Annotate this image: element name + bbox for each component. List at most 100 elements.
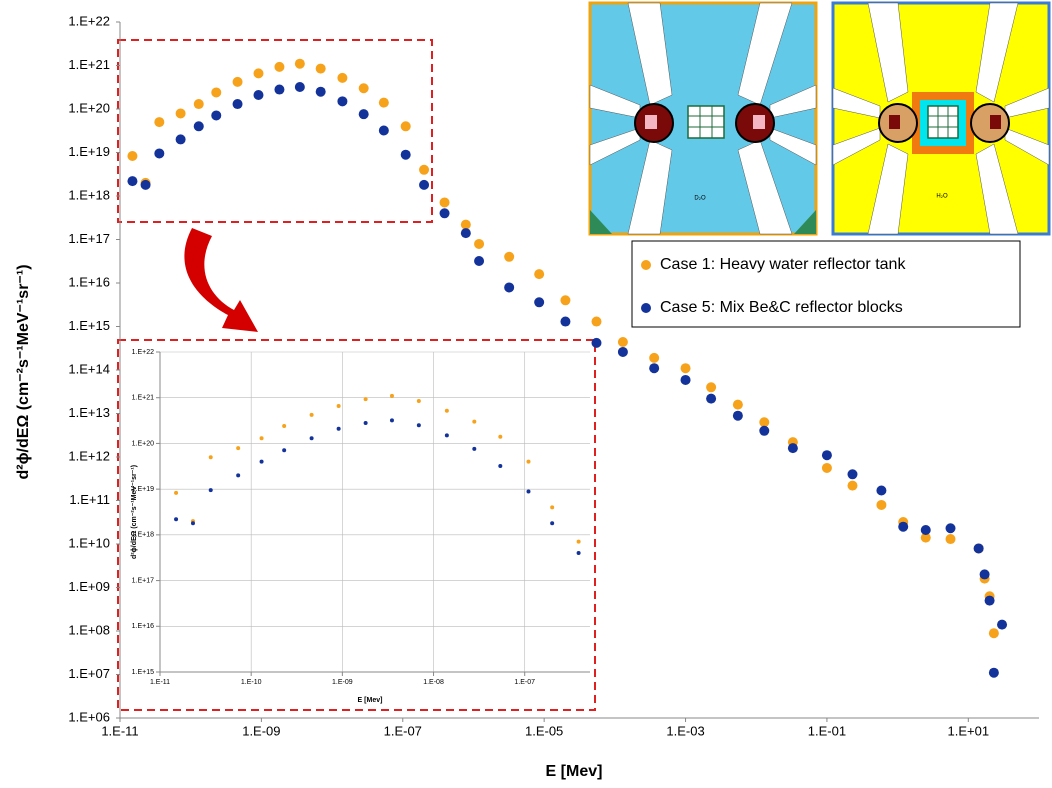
inset-y-tick-label: 1.E+18 [132, 532, 154, 539]
point [946, 523, 956, 533]
point [337, 404, 341, 408]
point [282, 448, 286, 452]
legend-label: Case 5: Mix Be&C reflector blocks [660, 299, 903, 316]
point [253, 68, 263, 78]
point [176, 134, 186, 144]
point [419, 165, 429, 175]
point [316, 64, 326, 74]
point [591, 338, 601, 348]
point [379, 126, 389, 136]
point [194, 99, 204, 109]
point [921, 525, 931, 535]
point [577, 551, 581, 555]
point [681, 363, 691, 373]
point [174, 517, 178, 521]
point [282, 424, 286, 428]
y-tick-label: 1.E+16 [68, 274, 110, 289]
inset-y-tick-label: 1.E+20 [132, 440, 154, 447]
point [498, 464, 502, 468]
legend-marker [641, 303, 651, 313]
y-tick-label: 1.E+09 [68, 579, 110, 594]
zoom-arrow [184, 228, 258, 332]
point [759, 417, 769, 427]
point [337, 427, 341, 431]
point [260, 460, 264, 464]
point [295, 82, 305, 92]
diagram-label: H₂O [936, 194, 948, 200]
point [359, 83, 369, 93]
point [876, 485, 886, 495]
point [526, 489, 530, 493]
point [359, 109, 369, 119]
point [364, 421, 368, 425]
point [560, 295, 570, 305]
point [898, 522, 908, 532]
point [236, 446, 240, 450]
point [127, 151, 137, 161]
point [233, 99, 243, 109]
y-tick-label: 1.E+12 [68, 448, 110, 463]
point [876, 500, 886, 510]
point [274, 62, 284, 72]
y-tick-label: 1.E+17 [68, 231, 110, 246]
point [472, 447, 476, 451]
point [577, 540, 581, 544]
point [472, 420, 476, 424]
point [461, 228, 471, 238]
point [310, 436, 314, 440]
inset-y-tick-label: 1.E+16 [132, 623, 154, 630]
point [989, 628, 999, 638]
page: {"chart_data": [ {"type": "scatter", "x_… [0, 0, 1052, 788]
point [474, 256, 484, 266]
inset-x-tick-label: 1.E-10 [241, 679, 262, 686]
inset-x-axis-label: E [Mev] [358, 697, 383, 704]
diagram-label: D₂O [694, 196, 706, 202]
point [211, 87, 221, 97]
point [759, 426, 769, 436]
point [733, 411, 743, 421]
y-tick-label: 1.E+07 [68, 666, 110, 681]
point [379, 98, 389, 108]
point [141, 180, 151, 190]
point [706, 394, 716, 404]
x-tick-label: 1.E-09 [242, 723, 280, 738]
point [337, 96, 347, 106]
point [618, 347, 628, 357]
point [390, 394, 394, 398]
y-tick-label: 1.E+10 [68, 535, 110, 550]
point [154, 117, 164, 127]
point [550, 505, 554, 509]
point [980, 569, 990, 579]
point [260, 436, 264, 440]
point [194, 121, 204, 131]
x-tick-label: 1.E+01 [948, 723, 990, 738]
y-tick-label: 1.E+21 [68, 57, 110, 72]
x-tick-label: 1.E-01 [808, 723, 846, 738]
point [127, 176, 137, 186]
point [209, 455, 213, 459]
point [174, 491, 178, 495]
y-tick-label: 1.E+14 [68, 361, 110, 376]
x-tick-label: 1.E-11 [101, 723, 138, 738]
inset-y-tick-label: 1.E+22 [132, 349, 154, 356]
point [191, 521, 195, 525]
point [534, 269, 544, 279]
point [274, 85, 284, 95]
point [618, 337, 628, 347]
point [681, 375, 691, 385]
point [209, 488, 213, 492]
point [504, 282, 514, 292]
point [649, 363, 659, 373]
point [310, 413, 314, 417]
inset-x-tick-label: 1.E-08 [423, 679, 444, 686]
point [788, 443, 798, 453]
point [440, 197, 450, 207]
y-tick-label: 1.E+19 [68, 144, 110, 159]
inset-y-tick-label: 1.E+19 [132, 486, 154, 493]
y-tick-label: 1.E+18 [68, 187, 110, 202]
point [591, 317, 601, 327]
point [974, 543, 984, 553]
point [461, 220, 471, 230]
point [364, 397, 368, 401]
point [440, 208, 450, 218]
